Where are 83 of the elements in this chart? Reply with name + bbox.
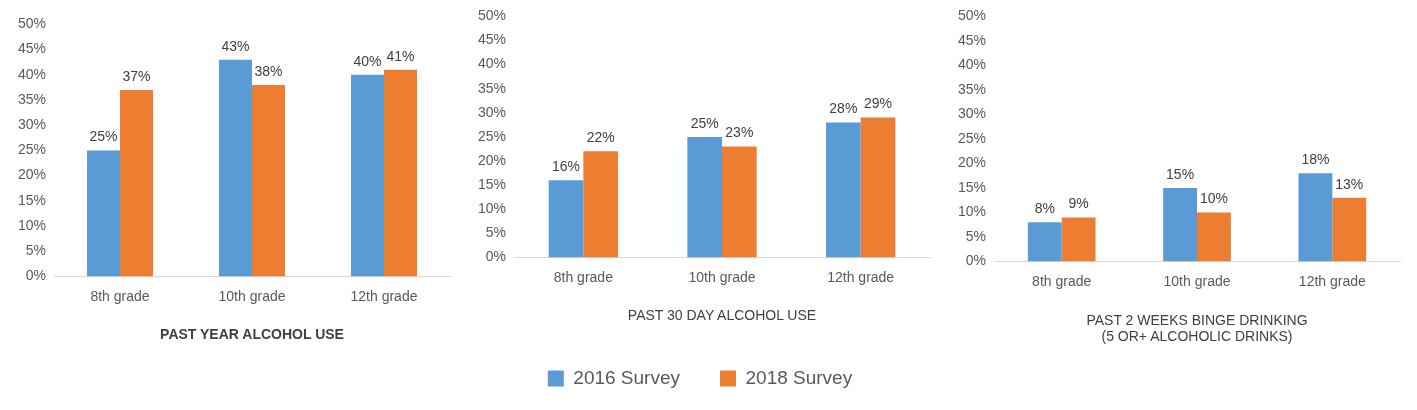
y-tick-label: 50%	[957, 7, 987, 24]
x-axis-title: PAST 2 WEEKS BINGE DRINKING (5 OR+ ALCOHOLIC DRINKS)	[1086, 311, 1308, 345]
y-tick-label: 10%	[957, 203, 987, 220]
bar	[1298, 173, 1333, 262]
data-label: 22%	[586, 129, 615, 146]
bar	[219, 59, 253, 277]
y-tick-label: 5%	[965, 227, 987, 244]
x-axis-title: PAST YEAR ALCOHOL USE	[160, 326, 344, 343]
x-tick-label: 12th grade	[350, 287, 418, 304]
y-tick-label: 45%	[17, 40, 47, 57]
y-tick-label: 15%	[17, 191, 47, 208]
y-tick-label: 0%	[25, 267, 47, 284]
y-tick-label: 10%	[17, 216, 47, 233]
bar	[351, 74, 384, 277]
x-tick-label: 12th grade	[827, 268, 895, 285]
data-label: 8%	[1034, 200, 1055, 217]
y-tick-label: 30%	[17, 116, 47, 133]
data-label: 15%	[1166, 165, 1195, 182]
bar	[860, 117, 896, 258]
data-label: 18%	[1301, 151, 1330, 168]
legend-label: 2016 Survey	[573, 366, 681, 388]
bar	[1061, 217, 1096, 262]
y-tick-label: 30%	[477, 103, 507, 120]
bar	[1163, 188, 1198, 262]
y-tick-label: 0%	[485, 248, 507, 265]
bar	[548, 180, 584, 258]
bar	[87, 150, 121, 277]
x-tick-label: 10th grade	[1163, 272, 1231, 289]
x-tick-label: 12th grade	[1298, 272, 1367, 289]
data-label: 25%	[89, 128, 118, 145]
y-tick-label: 35%	[957, 80, 987, 97]
y-tick-label: 5%	[25, 242, 47, 259]
data-label: 43%	[221, 37, 250, 54]
data-label: 28%	[829, 100, 858, 117]
bar	[826, 122, 861, 258]
data-label: 40%	[353, 52, 382, 69]
bar	[687, 136, 723, 258]
x-tick-label: 8th grade	[90, 287, 150, 304]
data-label: 41%	[386, 47, 415, 64]
y-tick-label: 35%	[477, 79, 507, 96]
bar	[120, 89, 154, 277]
bar	[384, 69, 417, 277]
data-label: 9%	[1068, 195, 1089, 212]
y-tick-label: 40%	[957, 56, 987, 73]
y-tick-label: 25%	[957, 129, 987, 146]
y-tick-label: 15%	[477, 175, 507, 192]
bar	[1197, 212, 1231, 262]
data-label: 10%	[1199, 190, 1228, 207]
y-tick-label: 15%	[957, 178, 987, 195]
bar	[1332, 197, 1367, 262]
data-label: 13%	[1335, 175, 1364, 192]
y-tick-label: 45%	[957, 31, 987, 48]
y-tick-label: 20%	[477, 151, 507, 168]
y-tick-label: 45%	[477, 31, 507, 48]
y-tick-label: 0%	[965, 252, 987, 269]
x-tick-label: 10th grade	[688, 268, 756, 285]
data-label: 25%	[690, 114, 719, 131]
data-label: 38%	[254, 62, 283, 79]
x-axis-title: PAST 30 DAY ALCOHOL USE	[627, 307, 817, 324]
bar	[1027, 222, 1062, 262]
y-tick-label: 35%	[17, 90, 47, 107]
legend-label: 2018 Survey	[745, 366, 853, 388]
data-label: 29%	[863, 95, 893, 112]
y-tick-label: 30%	[957, 105, 987, 122]
data-label: 37%	[122, 67, 151, 84]
data-label: 16%	[552, 158, 581, 175]
y-tick-label: 50%	[477, 7, 507, 24]
y-tick-label: 20%	[17, 166, 47, 183]
y-tick-label: 10%	[477, 200, 507, 217]
bar	[722, 146, 757, 258]
y-tick-label: 50%	[17, 15, 47, 32]
x-tick-label: 10th grade	[218, 287, 286, 304]
y-tick-label: 25%	[17, 141, 47, 158]
x-tick-label: 8th grade	[553, 268, 614, 285]
bar	[583, 151, 619, 258]
x-tick-label: 8th grade	[1032, 272, 1092, 289]
y-tick-label: 20%	[957, 154, 987, 171]
y-tick-label: 40%	[17, 65, 47, 82]
y-tick-label: 25%	[477, 127, 507, 144]
y-tick-label: 40%	[477, 55, 507, 72]
data-label: 23%	[725, 124, 754, 141]
y-tick-label: 5%	[485, 224, 507, 241]
bar	[252, 84, 286, 277]
